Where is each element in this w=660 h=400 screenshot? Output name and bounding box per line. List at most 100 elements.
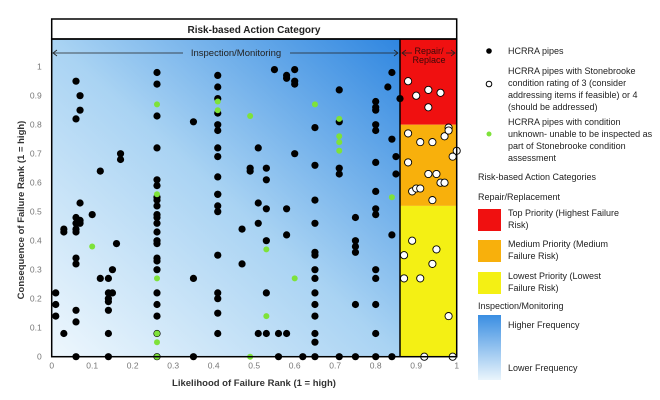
hcrra-pipe-point [372, 106, 380, 114]
y-tick-label: 0.8 [30, 120, 42, 130]
hcrra-pipe-point [214, 309, 222, 317]
stonebrooke-rated-pipe-point [416, 274, 425, 283]
hcrra-pipe-point [254, 199, 262, 207]
inspection-zone-label: Inspection/Monitoring [191, 48, 281, 59]
hcrra-pipe-point [311, 300, 319, 309]
hcrra-pipe-point [116, 155, 125, 164]
hcrra-pipe-point [153, 144, 161, 152]
hcrra-pipe-point [351, 242, 360, 251]
hcrra-pipe-point [372, 97, 380, 106]
y-tick-label: 0.3 [30, 265, 42, 275]
hcrra-pipe-point [153, 240, 161, 248]
hcrra-pipe-point [153, 112, 161, 120]
unknown-condition-pipe-point [263, 246, 270, 253]
hcrra-pipe-point [153, 219, 161, 227]
stonebrooke-rated-pipe-point [404, 77, 413, 86]
hcrra-pipe-point [72, 318, 80, 326]
hcrra-pipe-point [372, 121, 380, 129]
hcrra-pipe-point [311, 196, 319, 204]
hcrra-pipe-point [72, 77, 80, 85]
hcrra-pipe-point [262, 329, 270, 338]
hcrra-pipe-point [384, 83, 392, 91]
x-tick-label: 0.9 [410, 361, 422, 371]
y-tick-label: 0.2 [30, 294, 42, 304]
hcrra-pipe-point [76, 199, 84, 207]
legend-categories-heading: Risk-based Action Categories [478, 172, 597, 182]
unknown-condition-pipe-point [154, 339, 160, 346]
hcrra-pipe-point [311, 329, 319, 338]
unknown-condition-pipe-point [214, 107, 221, 114]
hcrra-pipe-point [76, 219, 84, 227]
stonebrooke-rated-pipe-point [416, 138, 425, 147]
y-tick-label: 0.9 [30, 91, 42, 101]
stonebrooke-rated-pipe-point [404, 129, 413, 138]
hcrra-pipe-point [214, 251, 222, 259]
hcrra-pipe-point [351, 248, 360, 256]
unknown-condition-pipe-point [247, 113, 254, 119]
hcrra-pipe-point [291, 150, 299, 158]
x-tick-label: 0.6 [289, 361, 301, 371]
hcrra-pipe-point [311, 274, 319, 282]
unknown-condition-pipe-point [154, 275, 160, 282]
hcrra-pipe-point [189, 118, 198, 126]
y-tick-label: 0 [37, 352, 42, 362]
hcrra-pipe-point [214, 126, 222, 135]
plot-frame [50, 38, 458, 358]
hcrra-pipe-point [388, 231, 396, 239]
hcrra-pipe-point [335, 164, 343, 172]
stonebrooke-rated-pipe-point [408, 236, 417, 245]
hcrra-pipe-point [214, 173, 222, 181]
unknown-condition-pipe-point [214, 98, 221, 105]
hcrra-pipe-point [214, 190, 222, 198]
legend-lowest-priority: Lowest Priority (Lowest Failure Risk) [508, 271, 602, 293]
hcrra-pipe-point [153, 182, 161, 190]
hcrra-pipe-point [116, 150, 125, 158]
stonebrooke-rated-pipe-point [399, 251, 409, 260]
legend-orange-swatch [478, 240, 501, 262]
unknown-condition-pipe-point [154, 191, 160, 198]
hcrra-pipe-point [388, 135, 396, 143]
hcrra-pipe-point [76, 92, 84, 100]
hcrra-pipe-point [153, 312, 161, 320]
y-tick-label: 0.5 [30, 207, 42, 217]
hcrra-pipe-point [72, 228, 80, 236]
hcrra-pipe-point [311, 338, 319, 346]
hcrra-pipe-point [153, 289, 161, 297]
x-tick-label: 0.8 [370, 361, 382, 371]
hcrra-pipe-point [372, 266, 380, 274]
stonebrooke-rated-pipe-point [424, 85, 433, 94]
hcrra-pipe-point [214, 121, 222, 129]
hcrra-pipe-point [72, 254, 80, 262]
hcrra-pipe-point [291, 80, 299, 88]
hcrra-pipe-point [76, 106, 84, 114]
hcrra-pipe-point [262, 205, 270, 213]
stonebrooke-rated-pipe-point [444, 126, 453, 135]
legend-white-dot-icon [485, 80, 493, 88]
y-tick-label: 1 [37, 62, 42, 72]
hcrra-pipe-point [52, 300, 60, 309]
x-tick-label: 0.4 [208, 361, 220, 371]
legend-lower-frequency: Lower Frequency [508, 363, 578, 373]
hcrra-pipe-point [392, 170, 400, 178]
hcrra-pipe-point [153, 300, 161, 309]
legend-top-priority: Top Priority (Highest Failure Risk) [508, 208, 620, 230]
hcrra-pipe-point [283, 231, 291, 239]
hcrra-pipe-point [60, 228, 68, 236]
y-axis-label: Consequence of Failure Rank (1 = high) [16, 121, 27, 300]
hcrra-pipe-point [104, 329, 112, 338]
hcrra-pipe-point [311, 289, 319, 297]
chart-title: Risk-based Action Category [188, 25, 321, 36]
hcrra-pipe-point [104, 306, 112, 314]
hcrra-pipe-point [262, 289, 270, 297]
hcrra-pipe-point [270, 66, 279, 74]
hcrra-pipe-point [214, 71, 222, 79]
hcrra-pipe-point [372, 126, 380, 135]
y-tick-label: 0.4 [30, 236, 42, 246]
hcrra-pipe-point [372, 329, 380, 338]
hcrra-pipe-point [351, 213, 360, 222]
unknown-condition-pipe-point [154, 101, 160, 108]
stonebrooke-rated-pipe-point [399, 274, 409, 283]
hcrra-pipe-point [52, 289, 60, 297]
stonebrooke-rated-pipe-point [428, 196, 437, 205]
repair-zone-label-line2: Replace [412, 55, 445, 65]
